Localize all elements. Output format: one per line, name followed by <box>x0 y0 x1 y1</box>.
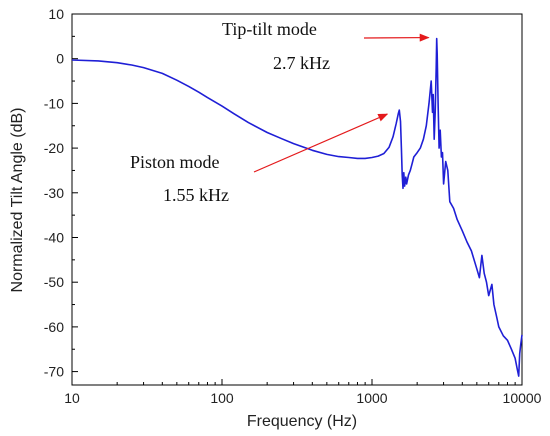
y-tick-label: -60 <box>44 319 64 335</box>
annotation-tip-tilt-value: 2.7 kHz <box>273 53 330 73</box>
plot-frame <box>71 13 523 386</box>
x-tick-label: 10000 <box>503 390 542 406</box>
y-tick-label: -40 <box>44 229 64 245</box>
y-tick-label: -20 <box>44 140 64 156</box>
x-tick-label: 10 <box>64 390 80 406</box>
annotation-tip-tilt-label: Tip-tilt mode <box>222 19 317 39</box>
annotation-piston-arrow <box>253 113 389 173</box>
x-tick-label: 100 <box>210 390 234 406</box>
series-line-0 <box>71 37 523 377</box>
annotation-piston-label: Piston mode <box>130 152 220 172</box>
x-axis-title: Frequency (Hz) <box>247 413 357 430</box>
y-tick-label: -50 <box>44 274 64 290</box>
y-tick-label: -30 <box>44 185 64 201</box>
y-tick-label: -10 <box>44 95 64 111</box>
y-tick-label: -70 <box>44 364 64 380</box>
annotation-piston-value: 1.55 kHz <box>163 185 229 205</box>
x-tick-label: 1000 <box>356 390 387 406</box>
series-layer <box>71 37 523 377</box>
annotations: Tip-tilt mode 2.7 kHz Piston mode 1.55 kHz <box>130 19 430 205</box>
y-axis-title: Normalized Tilt Angle (dB) <box>9 108 26 293</box>
y-tick-label: 10 <box>48 6 64 22</box>
y-tick-label: 0 <box>56 51 64 67</box>
